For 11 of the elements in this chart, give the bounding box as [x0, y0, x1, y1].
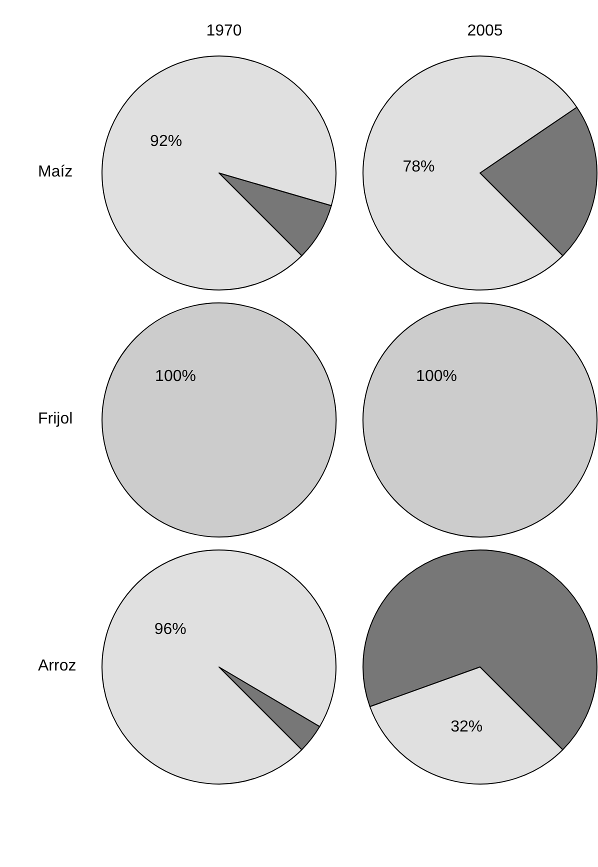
data-label: 78%	[402, 158, 435, 176]
chart-title: 2005	[467, 22, 503, 40]
data-label: 32%	[450, 718, 483, 736]
text: Frijol	[38, 410, 73, 428]
data-label: 100%	[155, 368, 196, 386]
data-label: 100%	[416, 368, 457, 386]
text: Arroz	[38, 658, 76, 674]
data-label: 96%	[154, 620, 186, 638]
chart-title: 1970	[206, 22, 242, 40]
text: Maíz	[38, 164, 73, 180]
data-label: 92%	[150, 133, 182, 150]
